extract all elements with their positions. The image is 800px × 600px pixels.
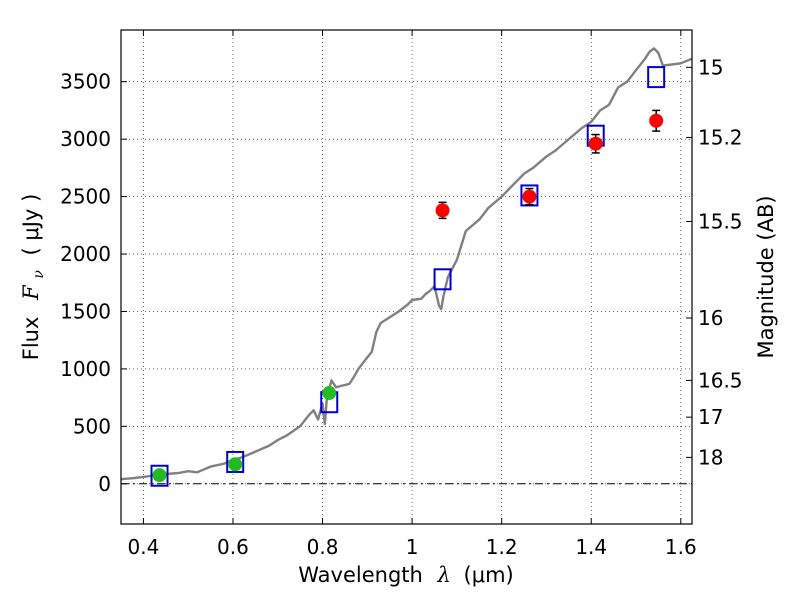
y-tick-label: 500 [73,414,111,438]
y-axis-title-var: F [19,284,43,301]
right-tick-label: 15.2 [698,125,743,149]
x-tick-label: 1.4 [575,535,607,559]
right-axis-title: Magnitude (AB) [754,195,778,358]
model-flux-square [433,268,452,291]
x-tick-label: 1.6 [665,535,697,559]
x-tick-label: 0.6 [217,535,249,559]
right-tick-label: 16 [698,306,723,330]
right-tick-label: 16.5 [698,368,743,392]
photometry-point [322,386,337,401]
photometry-point [228,457,243,472]
photometry-point [152,468,167,483]
model-flux-square [647,66,666,89]
y-axis-title-sub: ν [31,270,47,279]
x-axis-title-var: λ [437,563,451,587]
x-tick-label: 0.8 [307,535,339,559]
spectrum-line [120,47,693,481]
y-axis-title-prefix: Flux [19,317,43,361]
y-axis-title-unit: ( μJy ) [19,194,43,256]
x-axis-title: Wavelength λ (μm) [298,563,513,587]
right-tick-label: 17 [698,405,723,429]
y-tick-label: 0 [98,472,111,496]
photometry-point [588,136,603,151]
y-tick-label: 3000 [60,127,111,151]
x-axis-title-unit: (μm) [464,563,514,587]
photometry-point [649,113,664,128]
x-tick-label: 1.2 [486,535,518,559]
x-tick-label: 0.4 [127,535,159,559]
y-tick-label: 1500 [60,299,111,323]
grid [121,30,692,524]
y-tick-label: 2500 [60,185,111,209]
photometry-point [435,203,450,218]
y-axis-title: Flux F ν ( μJy ) [19,194,48,361]
y-tick-label: 3500 [60,70,111,94]
ticks: 0.4 0.6 0.8 1 1.2 1.4 1.6 0 500 1000 1500 2000 2500 3… [60,30,743,559]
right-tick-label: 15 [698,55,723,79]
y-tick-label: 1000 [60,357,111,381]
right-tick-label: 18 [698,445,723,469]
series-layer [120,47,693,487]
plot-frame [120,29,693,525]
model-flux-square [226,450,245,473]
y-tick-label: 2000 [60,242,111,266]
x-axis-title-prefix: Wavelength [298,563,423,587]
model-flux-square [150,464,169,487]
model-flux-square [520,184,539,207]
right-tick-label: 15.5 [698,210,743,234]
photometry-point [522,189,537,204]
x-tick-label: 1 [406,535,419,559]
